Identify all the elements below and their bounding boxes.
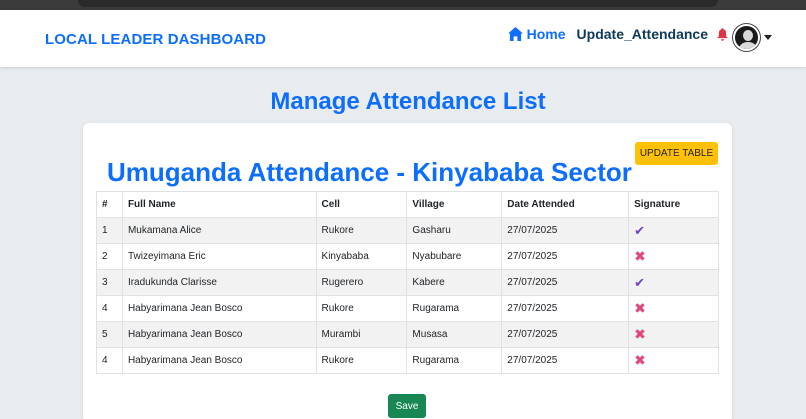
table-row: 1 Mukamana Alice Rukore Gasharu 27/07/20… — [96, 217, 719, 244]
row-date: 27/07/2025 — [501, 347, 630, 374]
check-icon: ✔ — [634, 222, 645, 238]
row-number: 5 — [96, 321, 123, 348]
chevron-down-icon[interactable] — [764, 34, 772, 40]
row-date: 27/07/2025 — [501, 321, 630, 348]
row-cell: Murambi — [315, 321, 408, 348]
row-signature: ✔ — [628, 217, 719, 244]
header-date-attended: Date Attended — [501, 191, 630, 218]
attendance-table: # Full Name Cell Village Date Attended S… — [96, 191, 719, 374]
cross-icon: ✖ — [634, 326, 646, 342]
row-signature: ✖ — [628, 321, 719, 348]
row-date: 27/07/2025 — [501, 217, 630, 244]
row-date: 27/07/2025 — [501, 295, 630, 322]
row-signature: ✖ — [628, 347, 719, 374]
row-full-name: Twizeyimana Eric — [121, 243, 317, 270]
bell-icon — [717, 27, 728, 41]
row-signature: ✖ — [628, 243, 719, 270]
header-full-name: Full Name — [121, 191, 317, 218]
header-village: Village — [406, 191, 503, 218]
row-cell: Rukore — [315, 217, 408, 244]
table-row: 4 Habyarimana Jean Bosco Rukore Rugarama… — [96, 347, 719, 374]
page-title: Manage Attendance List — [270, 88, 546, 115]
top-navbar: LOCAL LEADER DASHBOARD Home Update_Atten… — [0, 10, 806, 67]
header-number: # — [96, 191, 123, 218]
row-village: Musasa — [406, 321, 503, 348]
attendance-title: Umuganda Attendance - Kinyababa Sector — [107, 157, 632, 187]
row-date: 27/07/2025 — [501, 269, 630, 296]
avatar-head — [743, 29, 753, 41]
browser-address-bar — [78, 0, 718, 7]
row-date: 27/07/2025 — [501, 243, 630, 270]
header-cell: Cell — [315, 191, 408, 218]
row-signature: ✖ — [628, 295, 719, 322]
notification-bell[interactable] — [717, 27, 728, 41]
attendance-card: UPDATE TABLE Umuganda Attendance - Kinya… — [83, 123, 732, 419]
table-header-row: # Full Name Cell Village Date Attended S… — [96, 191, 719, 218]
row-full-name: Habyarimana Jean Bosco — [121, 295, 317, 322]
check-icon: ✔ — [634, 274, 645, 290]
cross-icon: ✖ — [634, 300, 646, 316]
row-cell: Kinyababa — [315, 243, 408, 270]
avatar[interactable] — [733, 23, 760, 51]
nav-right-group: Home Update_Attendance — [507, 22, 772, 51]
row-village: Rugarama — [406, 295, 503, 322]
header-signature: Signature — [628, 191, 719, 218]
row-village: Kabere — [406, 269, 503, 296]
row-number: 4 — [96, 347, 123, 374]
row-full-name: Habyarimana Jean Bosco — [121, 321, 317, 348]
home-icon — [507, 27, 523, 41]
cross-icon: ✖ — [634, 352, 646, 368]
update-table-button[interactable]: UPDATE TABLE — [635, 142, 718, 165]
row-full-name: Habyarimana Jean Bosco — [121, 347, 317, 374]
home-link[interactable]: Home — [507, 26, 566, 42]
row-number: 4 — [96, 295, 123, 322]
row-village: Nyabubare — [406, 243, 503, 270]
row-number: 1 — [96, 217, 123, 244]
row-number: 2 — [96, 243, 123, 270]
row-cell: Rukore — [315, 347, 408, 374]
row-full-name: Mukamana Alice — [121, 217, 317, 244]
avatar-body — [739, 41, 757, 49]
table-row: 4 Habyarimana Jean Bosco Rukore Rugarama… — [96, 295, 719, 322]
row-full-name: Iradukunda Clarisse — [121, 269, 317, 296]
row-cell: Rukore — [315, 295, 408, 322]
row-signature: ✔ — [628, 269, 719, 296]
row-cell: Rugerero — [315, 269, 408, 296]
save-button[interactable]: Save — [388, 394, 426, 418]
row-village: Rugarama — [406, 347, 503, 374]
row-village: Gasharu — [406, 217, 503, 244]
dashboard-brand[interactable]: LOCAL LEADER DASHBOARD — [45, 31, 267, 48]
table-row: 2 Twizeyimana Eric Kinyababa Nyabubare 2… — [96, 243, 719, 270]
table-row: 5 Habyarimana Jean Bosco Murambi Musasa … — [96, 321, 719, 348]
row-number: 3 — [96, 269, 123, 296]
home-link-label: Home — [526, 26, 566, 42]
table-row: 3 Iradukunda Clarisse Rugerero Kabere 27… — [96, 269, 719, 296]
cross-icon: ✖ — [634, 248, 646, 264]
update-attendance-link[interactable]: Update_Attendance — [576, 26, 708, 42]
browser-chrome-strip — [0, 0, 806, 10]
